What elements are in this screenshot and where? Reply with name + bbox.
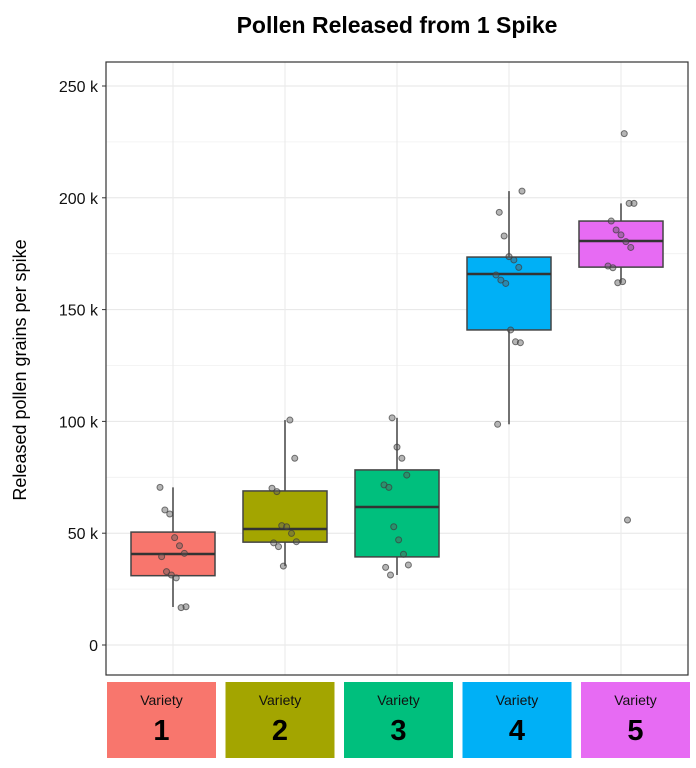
data-point: [403, 471, 411, 479]
data-point: [158, 553, 166, 561]
strip-variety-4: [462, 682, 572, 758]
y-tick-label: 150 k: [59, 303, 99, 320]
data-point: [518, 187, 526, 195]
y-tick-label: 100 k: [59, 414, 99, 431]
grid: [106, 62, 688, 675]
strip-label: Variety: [140, 692, 183, 708]
data-point: [607, 217, 615, 225]
data-point: [166, 510, 174, 518]
plot-panel-border: [105, 61, 689, 676]
chart-title: Pollen Released from 1 Spike: [237, 12, 558, 38]
strip-variety-2: [225, 682, 335, 758]
data-point: [395, 536, 403, 544]
data-point: [161, 506, 169, 514]
data-point: [404, 561, 412, 569]
data-point: [180, 549, 188, 557]
data-point: [609, 264, 617, 272]
data-point: [171, 534, 179, 542]
facet-strips: Variety 1 Variety 2 Variety 3 Variety 4 Variety 5: [107, 682, 690, 758]
data-point: [291, 454, 299, 462]
y-axis: 0 50 k 100 k 150 k 200 k 250 k: [59, 79, 106, 655]
box-variety-4: [466, 256, 552, 331]
data-point: [288, 529, 295, 537]
data-point: [492, 271, 500, 279]
strip-variety-5: [581, 682, 690, 758]
box-variety-2: [242, 490, 328, 543]
data-point: [507, 326, 515, 334]
strip-number: 3: [390, 715, 406, 747]
y-tick-label: 200 k: [59, 191, 99, 208]
strip-label: Variety: [496, 692, 539, 708]
data-point: [387, 571, 394, 579]
jitter-points: [156, 130, 638, 612]
data-point: [510, 256, 518, 264]
box-variety-3: [354, 469, 440, 558]
data-point: [627, 243, 635, 251]
data-point: [630, 199, 638, 207]
data-point: [500, 232, 508, 240]
data-point: [620, 130, 628, 138]
data-point: [625, 199, 633, 207]
data-point: [624, 516, 631, 524]
data-point: [505, 253, 513, 261]
strip-number: 1: [153, 715, 169, 747]
data-point: [275, 543, 282, 551]
data-point: [156, 483, 164, 491]
data-point: [286, 416, 294, 424]
data-point: [622, 238, 630, 246]
strip-label: Variety: [259, 692, 302, 708]
data-point: [268, 484, 276, 492]
data-point: [398, 454, 406, 462]
data-point: [502, 279, 510, 287]
data-point: [172, 574, 180, 582]
data-point: [515, 263, 523, 271]
data-point: [494, 420, 502, 428]
data-point: [292, 538, 300, 546]
box-variety-5: [578, 220, 664, 268]
data-point: [382, 563, 390, 571]
data-point: [497, 276, 505, 284]
data-point: [273, 488, 281, 496]
data-point: [400, 550, 407, 558]
data-point: [388, 414, 396, 422]
data-point: [270, 539, 278, 547]
data-point: [283, 523, 291, 531]
data-point: [619, 278, 627, 286]
data-point: [516, 339, 524, 347]
data-point: [390, 523, 398, 531]
strip-label: Variety: [377, 692, 420, 708]
data-point: [612, 226, 620, 234]
y-tick-label: 250 k: [59, 79, 99, 96]
y-axis-label: Released pollen grains per spike: [10, 239, 30, 500]
data-point: [182, 603, 190, 611]
y-tick-label: 50 k: [68, 526, 99, 543]
strip-number: 2: [272, 715, 288, 747]
data-point: [385, 483, 393, 491]
strip-number: 5: [627, 715, 643, 747]
strip-variety-1: [107, 682, 216, 758]
data-point: [393, 443, 401, 451]
strip-label: Variety: [614, 692, 657, 708]
data-point: [163, 568, 170, 576]
data-point: [279, 562, 287, 570]
strip-number: 4: [509, 715, 525, 747]
data-point: [176, 542, 183, 550]
data-point: [495, 208, 503, 216]
data-point: [617, 231, 625, 239]
strip-variety-3: [344, 682, 453, 758]
boxes: [130, 191, 664, 607]
y-tick-label: 0: [89, 638, 98, 655]
